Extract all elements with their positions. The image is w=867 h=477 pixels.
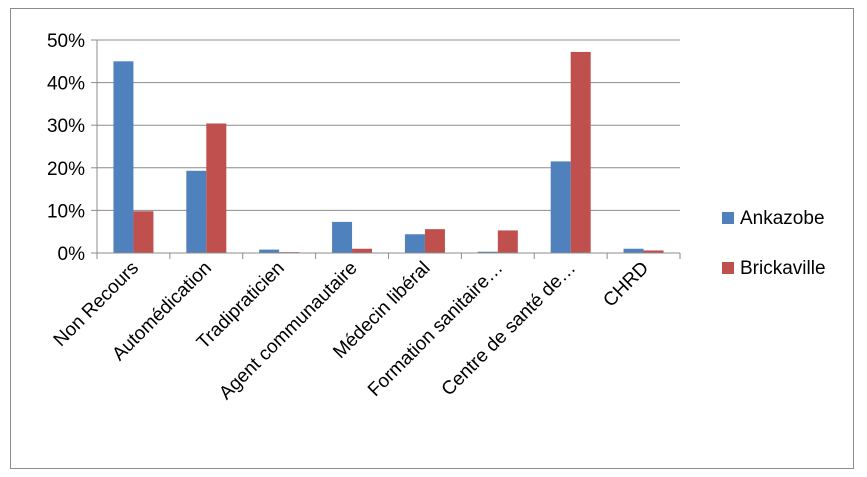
- y-tick-label: 50%: [47, 31, 85, 52]
- bar-ankazobe-6: [550, 161, 571, 253]
- bar-brickaville-4: [424, 229, 445, 253]
- legend-label-ankazobe: Ankazobe: [740, 208, 825, 229]
- gridlines: [97, 39, 680, 211]
- x-category-label: Agent communautaire: [215, 258, 361, 404]
- x-category-label: Formation sanitaire…: [364, 258, 507, 401]
- axes: [91, 39, 681, 259]
- bars: [113, 51, 664, 253]
- x-axis-labels: Non RecoursAutomédicationTradipraticienA…: [50, 258, 653, 404]
- bar-brickaville-1: [206, 123, 227, 253]
- bar-ankazobe-0: [113, 61, 134, 253]
- bar-ankazobe-2: [259, 249, 280, 253]
- x-category-label: Centre de santé de…: [438, 258, 581, 401]
- y-axis-ticks: 0% 10% 20% 30% 40% 50%: [47, 31, 85, 265]
- legend-label-brickaville: Brickaville: [740, 258, 826, 279]
- y-tick-label: 0%: [58, 244, 86, 265]
- bar-ankazobe-5: [477, 251, 498, 253]
- bar-ankazobe-4: [404, 234, 425, 253]
- bar-brickaville-3: [352, 248, 373, 253]
- bar-ankazobe-1: [186, 170, 207, 253]
- y-tick-label: 40%: [47, 74, 85, 95]
- bar-ankazobe-7: [623, 248, 644, 253]
- bar-brickaville-0: [133, 211, 154, 253]
- bar-brickaville-7: [643, 250, 664, 253]
- bar-brickaville-6: [570, 51, 591, 253]
- legend-swatch-brickaville: [722, 262, 734, 274]
- bar-ankazobe-3: [332, 221, 353, 253]
- legend: Ankazobe Brickaville: [722, 208, 826, 279]
- legend-swatch-ankazobe: [722, 212, 734, 224]
- x-category-label: CHRD: [599, 258, 653, 312]
- y-tick-label: 30%: [47, 116, 85, 137]
- y-tick-label: 20%: [47, 159, 85, 180]
- y-tick-label: 10%: [47, 201, 85, 222]
- bar-brickaville-5: [497, 230, 518, 253]
